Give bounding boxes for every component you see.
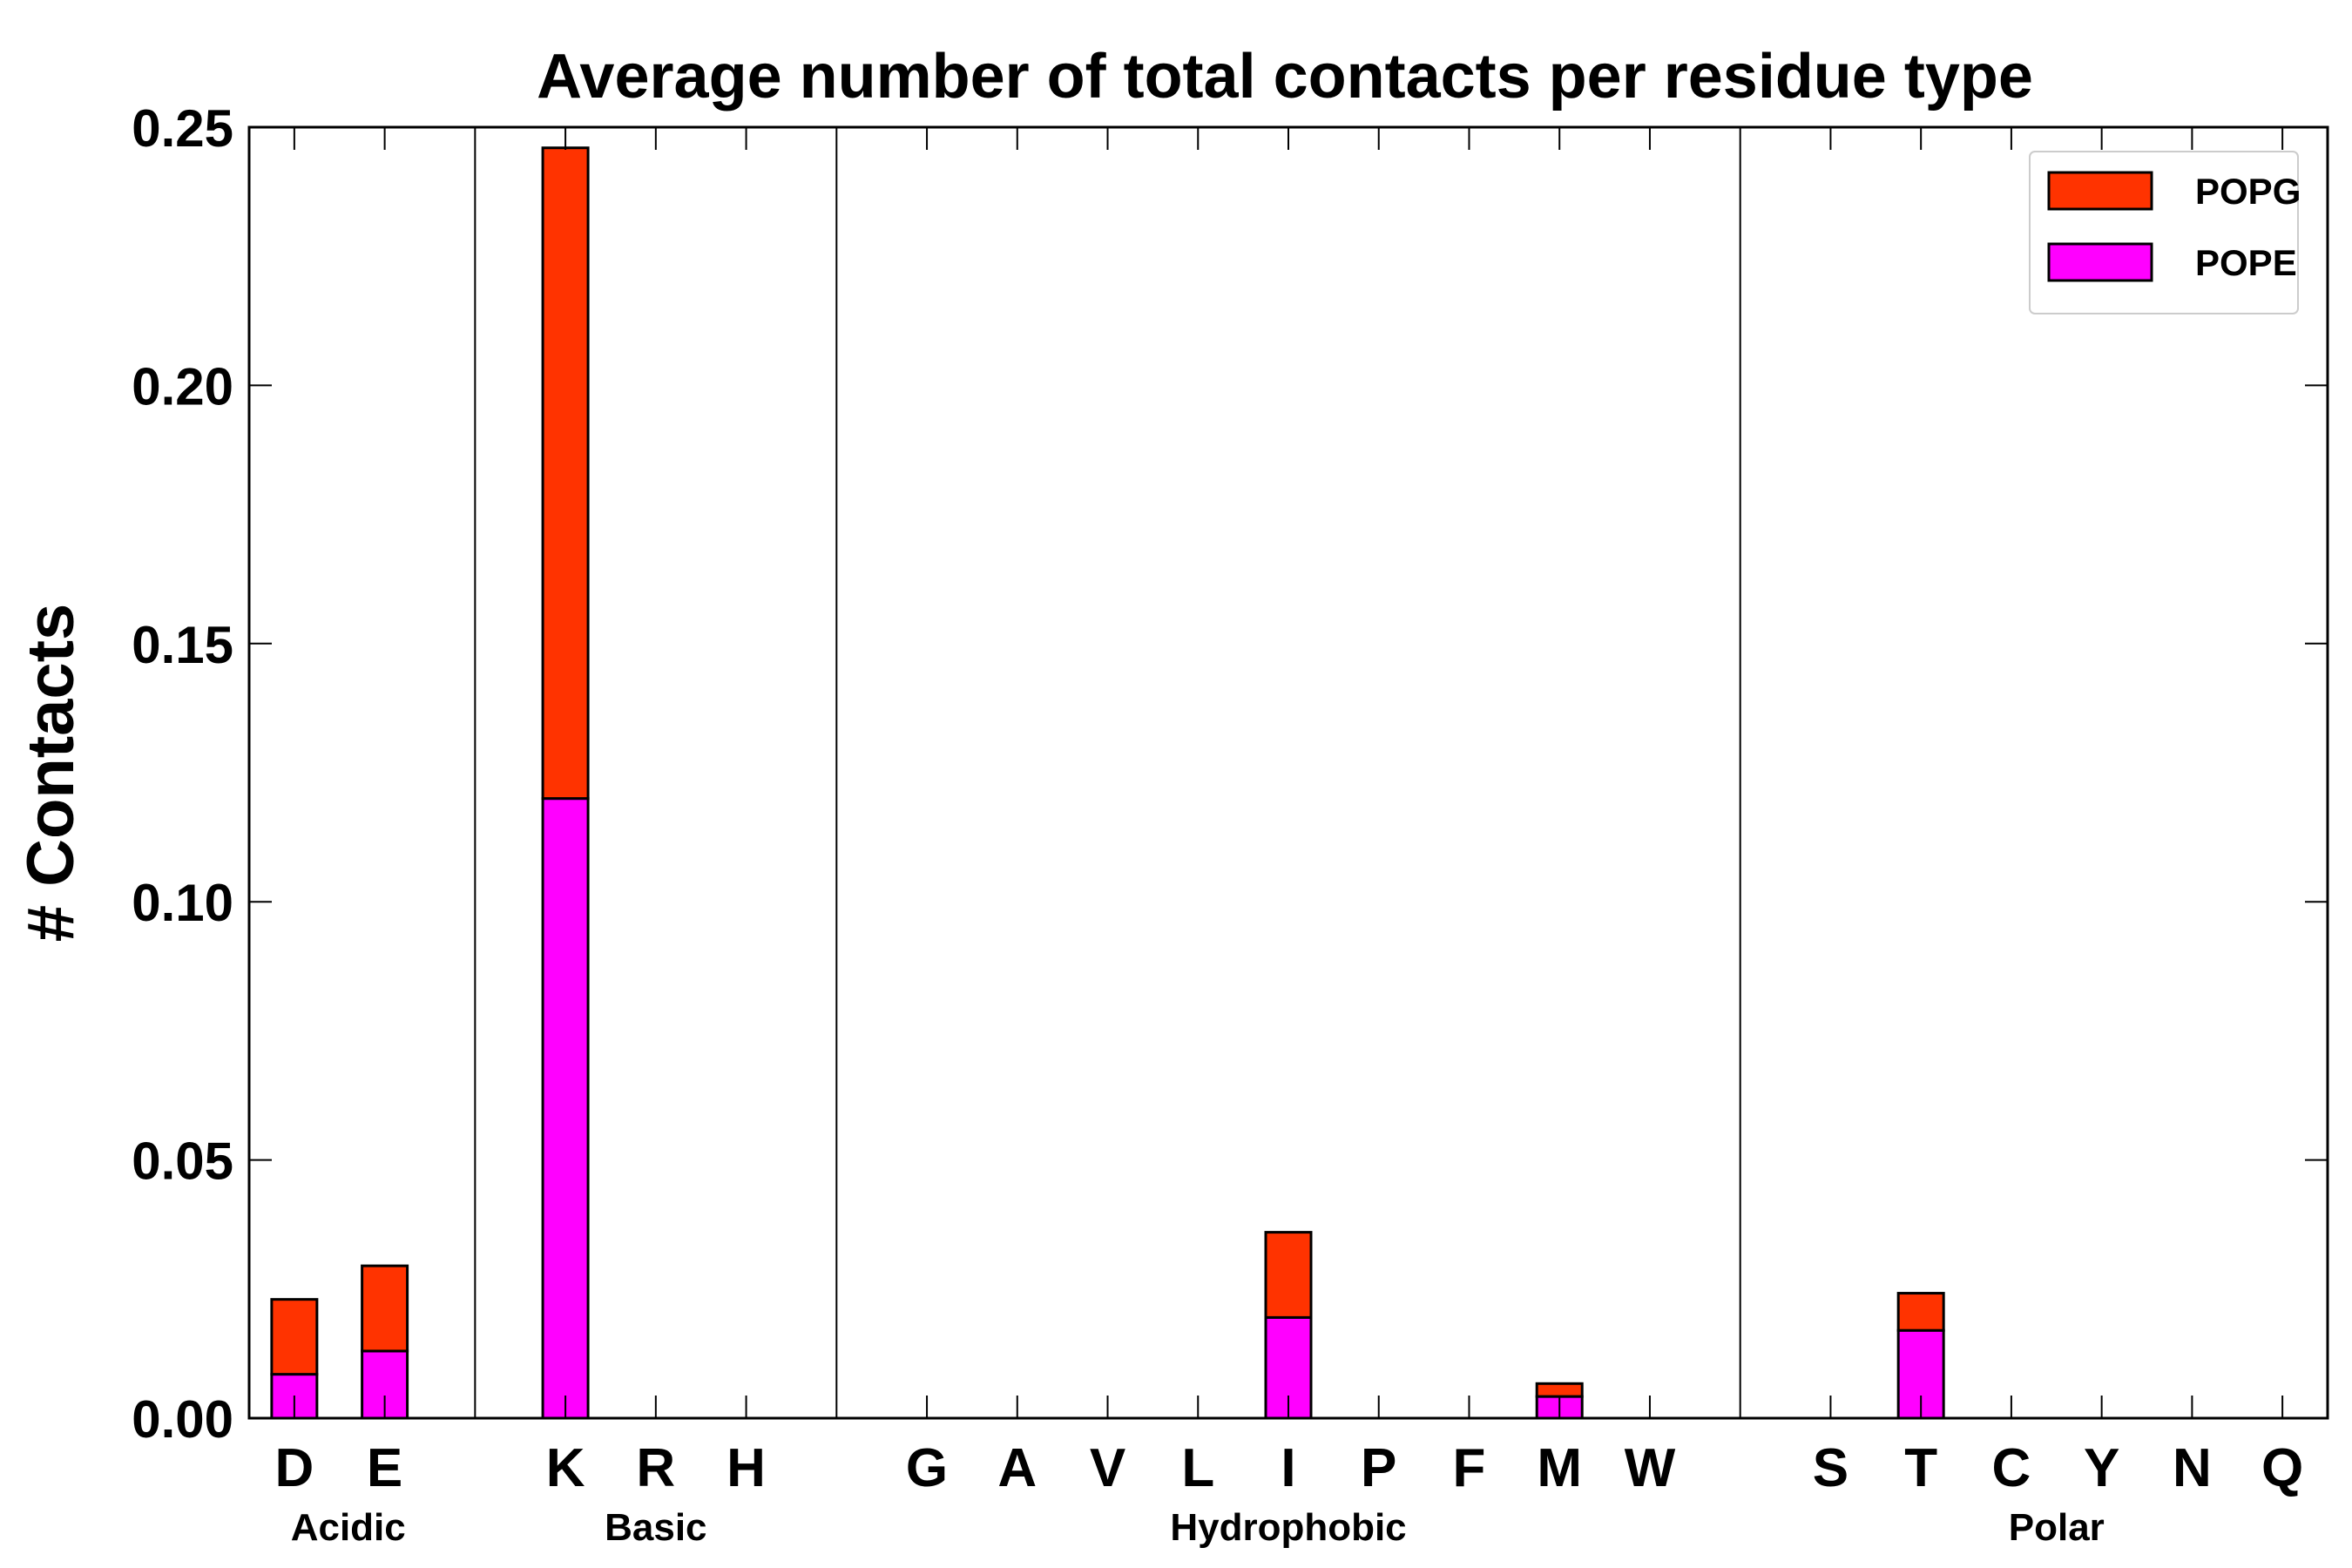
- y-axis-label: # Contacts: [14, 604, 88, 943]
- x-tick-label-d: D: [274, 1438, 314, 1498]
- legend-swatch-popg: [2047, 171, 2153, 211]
- legend-label-pope: POPE: [2195, 242, 2297, 283]
- legend-swatch-pope: [2047, 242, 2153, 282]
- legend-label-popg: POPG: [2195, 171, 2301, 212]
- x-tick-label-g: G: [906, 1438, 948, 1498]
- legend: POPG POPE: [2029, 151, 2301, 314]
- plot-area: 0.00 0.05 0.10 0.15 0.20 0.25 D E K R H G A V L I P F M W S T…: [132, 99, 2329, 1549]
- x-tick-label-f: F: [1453, 1438, 1486, 1498]
- y-tick-label: 0.25: [132, 99, 233, 158]
- bar-popg-e: [361, 1264, 409, 1353]
- x-tick-label-w: W: [1625, 1438, 1676, 1498]
- bar-popg-d: [270, 1298, 319, 1376]
- bar-popg-t: [1896, 1292, 1945, 1332]
- x-tick-label-s: S: [1813, 1438, 1848, 1498]
- x-tick-label-y: Y: [2084, 1438, 2119, 1498]
- x-tick-label-h: H: [727, 1438, 766, 1498]
- x-tick-label-k: K: [546, 1438, 585, 1498]
- group-label-acidic: Acidic: [291, 1506, 406, 1549]
- group-label-polar: Polar: [2009, 1506, 2105, 1549]
- y-tick-label: 0.15: [132, 616, 233, 674]
- x-tick-label-p: P: [1361, 1438, 1396, 1498]
- bar-pope-k: [541, 797, 590, 1420]
- x-tick-label-n: N: [2173, 1438, 2212, 1498]
- x-tick-label-e: E: [367, 1438, 402, 1498]
- x-tick-label-q: Q: [2261, 1438, 2303, 1498]
- y-tick-label: 0.05: [132, 1132, 233, 1191]
- x-tick-label-m: M: [1537, 1438, 1582, 1498]
- y-tick-label: 0.10: [132, 874, 233, 932]
- x-tick-label-a: A: [997, 1438, 1037, 1498]
- x-tick-label-v: V: [1090, 1438, 1125, 1498]
- group-label-basic: Basic: [605, 1506, 706, 1549]
- x-tick-label-i: I: [1281, 1438, 1295, 1498]
- bar-popg-m: [1535, 1382, 1584, 1398]
- y-tick-label: 0.00: [132, 1390, 233, 1449]
- x-tick-label-r: R: [636, 1438, 675, 1498]
- bar-popg-k: [541, 146, 590, 801]
- bar-popg-i: [1264, 1231, 1313, 1319]
- x-tick-label-c: C: [1992, 1438, 2031, 1498]
- x-tick-label-t: T: [1904, 1438, 1937, 1498]
- y-tick-label: 0.20: [132, 357, 233, 416]
- group-label-hydrophobic: Hydrophobic: [1170, 1506, 1406, 1549]
- chart-title: Average number of total contacts per res…: [537, 42, 2033, 112]
- x-tick-label-l: L: [1181, 1438, 1214, 1498]
